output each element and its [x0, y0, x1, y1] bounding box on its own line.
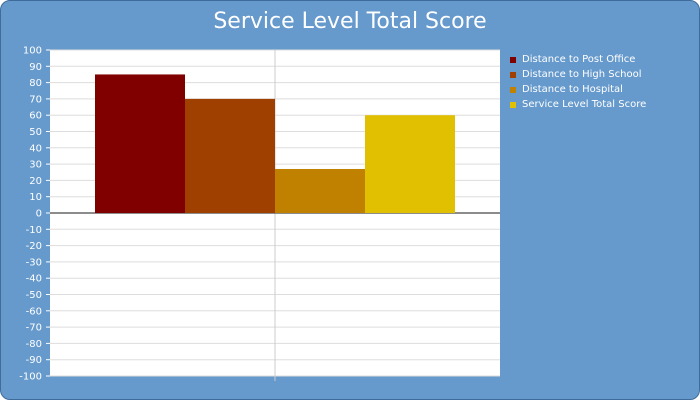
y-tick-label: 90	[29, 62, 42, 73]
legend-item: Distance to High School	[510, 67, 646, 82]
bars	[95, 74, 455, 213]
legend-label: Distance to High School	[522, 69, 642, 80]
y-tick-label: -20	[26, 241, 42, 252]
y-tick-label: -70	[26, 323, 42, 334]
legend-label: Distance to Hospital	[522, 84, 623, 95]
chart-title: Service Level Total Score	[213, 9, 487, 34]
y-tick-label: 60	[29, 111, 42, 122]
y-axis-ticks: 1009080706050403020100-10-20-30-40-50-60…	[19, 46, 50, 383]
legend-item: Service Level Total Score	[510, 97, 646, 112]
bar-2	[185, 98, 275, 213]
y-tick-label: -50	[26, 290, 42, 301]
legend: Distance to Post Office Distance to High …	[510, 52, 646, 112]
y-tick-label: 70	[29, 94, 42, 105]
y-tick-label: 40	[29, 143, 42, 154]
y-tick-label: 30	[29, 160, 42, 171]
y-tick-label: -90	[26, 355, 42, 366]
legend-label: Distance to Post Office	[522, 54, 636, 65]
legend-item: Distance to Post Office	[510, 52, 646, 67]
legend-swatch	[510, 71, 516, 78]
y-tick-label: 80	[29, 78, 42, 89]
y-tick-label: 10	[29, 192, 42, 203]
legend-swatch	[510, 86, 516, 93]
legend-item: Distance to Hospital	[510, 82, 646, 97]
y-tick-label: -100	[19, 372, 42, 383]
y-tick-label: -40	[26, 274, 42, 285]
y-tick-label: 20	[29, 176, 42, 187]
bar-1	[95, 74, 185, 213]
y-tick-label: -60	[26, 306, 42, 317]
legend-label: Service Level Total Score	[522, 99, 647, 110]
y-tick-label: 0	[36, 209, 42, 220]
y-tick-label: 100	[23, 46, 42, 57]
bar-4	[365, 115, 455, 213]
y-tick-label: -30	[26, 257, 42, 268]
legend-swatch	[510, 56, 516, 63]
y-tick-label: -10	[26, 225, 42, 236]
y-tick-label: 50	[29, 127, 42, 138]
bar-3	[275, 168, 365, 213]
y-tick-label: -80	[26, 339, 42, 350]
legend-swatch	[510, 101, 516, 108]
